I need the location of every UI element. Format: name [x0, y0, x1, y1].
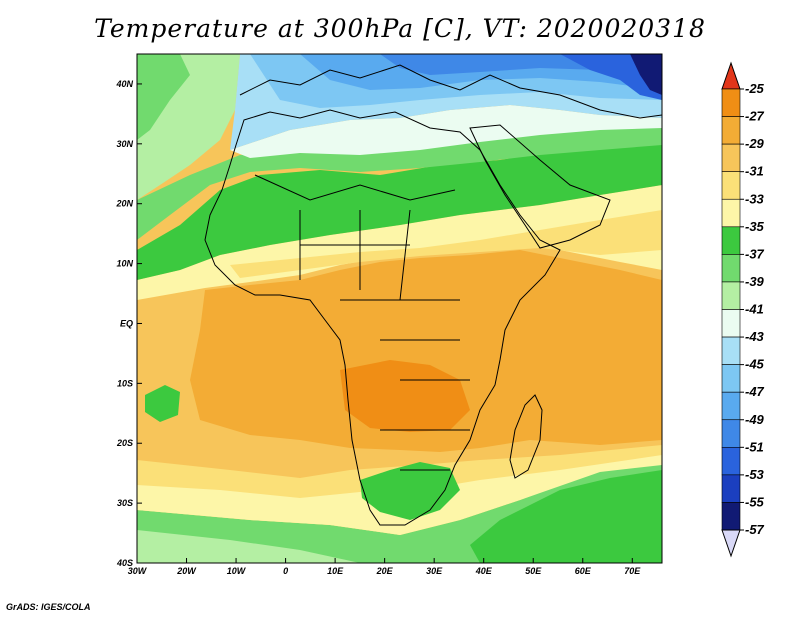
lon-tick-label: 30E	[426, 566, 443, 576]
europe-coastline	[239, 64, 662, 119]
colorbar: -25 -27 -29 -31 -33 -35 -37 -39 -41 -43 -45 -47 -49 -…	[721, 61, 765, 558]
sahara-green-band	[137, 140, 662, 280]
central-darker-orange	[340, 360, 470, 432]
med-pale-band	[230, 105, 662, 158]
lon-tick-label: 10W	[227, 566, 247, 576]
southeast-green-patch	[470, 470, 662, 563]
lon-tick-label: 60E	[575, 566, 592, 576]
north-yellow-belt	[230, 210, 662, 278]
colorbar-label: -35	[745, 219, 765, 234]
colorbar-label: -47	[745, 384, 765, 399]
plot-frame	[136, 53, 663, 564]
south-light-belt	[137, 530, 360, 563]
lat-tick-label: 40N	[115, 79, 133, 89]
colorbar-label: -55	[745, 494, 765, 509]
colorbar-swatch	[721, 198, 741, 228]
grads-credit: GrADS: IGES/COLA	[6, 602, 91, 612]
longitude-axis: 30W 20W 10W 0 10E 20E 30E 40E 50E 60E 70E	[128, 558, 641, 576]
africa-coastline	[204, 109, 561, 526]
lon-tick-label: 20E	[376, 566, 394, 576]
lon-tick-label: 40E	[475, 566, 493, 576]
colorbar-label: -43	[745, 329, 765, 344]
colorbar-label: -37	[745, 246, 765, 261]
colorbar-swatch	[721, 309, 741, 338]
colorbar-label: -45	[745, 357, 765, 372]
colorbar-swatch	[721, 336, 741, 365]
madagascar-coastline	[509, 394, 543, 479]
colorbar-swatch	[721, 474, 741, 503]
colorbar-label: -41	[745, 302, 764, 317]
colorbar-swatch	[721, 502, 741, 531]
lon-tick-label: 0	[283, 566, 288, 576]
colorbar-swatch	[721, 171, 741, 200]
temperature-field	[137, 54, 662, 563]
lat-tick-label: 40S	[116, 558, 133, 568]
colorbar-swatch	[721, 143, 741, 172]
interior-borders	[254, 174, 470, 471]
lon-tick-label: 50E	[525, 566, 542, 576]
colorbar-label: -57	[745, 522, 765, 537]
colorbar-label: -39	[745, 274, 765, 289]
lat-tick-label: 30S	[117, 498, 133, 508]
colorbar-swatch	[721, 116, 741, 145]
lat-tick-label: 20N	[115, 199, 133, 209]
colorbar-label: -25	[745, 81, 765, 96]
lat-tick-label: EQ	[120, 318, 133, 328]
lon-tick-label: 30W	[128, 566, 148, 576]
colorbar-swatch	[721, 391, 741, 421]
lat-tick-label: 20S	[116, 438, 133, 448]
colorbar-bottom-arrow	[721, 529, 741, 558]
colorbar-swatch	[721, 447, 741, 476]
colorbar-label: -29	[745, 136, 765, 151]
latitude-axis: 40S 30S 20S 10S EQ 10N 20N 30N 40N	[115, 79, 142, 568]
atlantic-green-patch	[145, 385, 180, 422]
colorbar-swatch	[721, 88, 741, 117]
colorbar-label: -51	[745, 439, 764, 454]
colorbar-top-arrow	[721, 61, 741, 90]
arabia-coastline	[469, 124, 611, 249]
colorbar-label: -49	[745, 412, 765, 427]
lon-tick-label: 70E	[624, 566, 641, 576]
colorbar-label: -33	[745, 191, 765, 206]
colorbar-label: -27	[745, 109, 765, 124]
colorbar-swatch	[721, 281, 741, 310]
colorbar-label: -31	[745, 164, 764, 179]
northeast-navy	[630, 54, 662, 95]
lat-tick-label: 10S	[117, 378, 133, 388]
northwest-green-patch	[137, 54, 190, 140]
colorbar-swatch	[721, 226, 741, 255]
colorbar-swatch	[721, 364, 741, 393]
lon-tick-label: 10E	[327, 566, 344, 576]
coastlines	[204, 64, 662, 526]
central-orange-region	[190, 250, 662, 452]
lon-tick-label: 20W	[176, 566, 197, 576]
colorbar-swatch	[721, 419, 741, 448]
colorbar-swatch	[721, 254, 741, 283]
lat-tick-label: 10N	[116, 259, 133, 269]
map-title: Temperature at 300hPa [C], VT: 202002031…	[94, 14, 706, 43]
colorbar-label: -53	[745, 467, 765, 482]
southern-africa-green	[360, 462, 460, 520]
lat-tick-label: 30N	[116, 139, 133, 149]
